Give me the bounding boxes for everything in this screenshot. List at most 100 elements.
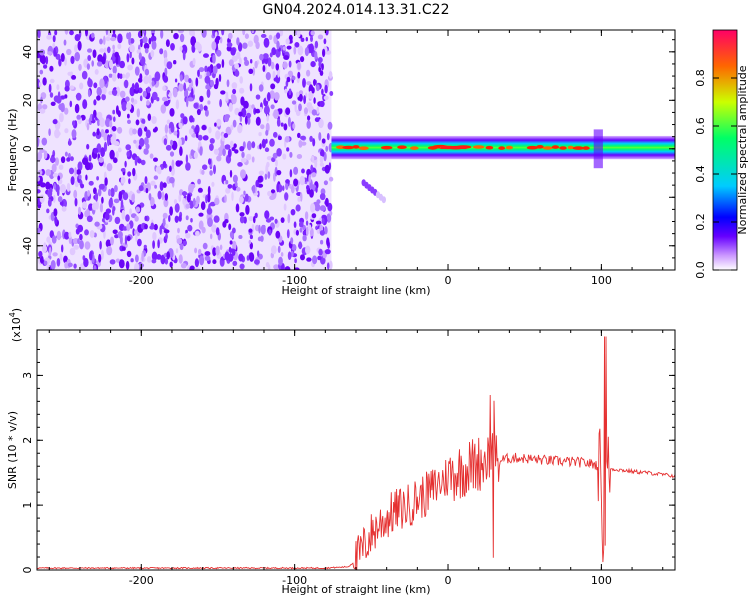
- noise-blob: [120, 168, 126, 172]
- noise-blob: [199, 255, 205, 266]
- noise-blob: [98, 253, 102, 263]
- noise-blob: [120, 176, 126, 184]
- noise-blob: [246, 255, 250, 261]
- noise-blob: [216, 63, 222, 69]
- noise-blob: [109, 59, 113, 69]
- noise-blob: [139, 137, 145, 147]
- noise-blob: [207, 217, 213, 228]
- noise-blob: [304, 211, 309, 221]
- noise-blob: [99, 38, 103, 45]
- noise-blob: [244, 33, 249, 39]
- noise-blob: [122, 73, 126, 79]
- noise-blob: [46, 236, 51, 243]
- noise-blob: [239, 215, 245, 224]
- noise-blob: [319, 100, 325, 108]
- noise-blob: [269, 52, 273, 58]
- noise-blob: [257, 175, 263, 183]
- noise-blob: [98, 183, 105, 190]
- noise-blob: [131, 57, 135, 65]
- noise-blob: [137, 158, 142, 164]
- noise-blob: [174, 215, 179, 223]
- noise-blob: [232, 240, 237, 251]
- noise-blob: [41, 137, 48, 146]
- noise-blob: [317, 34, 324, 40]
- noise-blob: [178, 193, 182, 202]
- noise-blob: [224, 144, 231, 150]
- noise-blob: [126, 235, 131, 242]
- noise-blob: [130, 97, 135, 103]
- band-spike: [593, 129, 603, 169]
- noise-blob: [41, 54, 46, 65]
- noise-blob: [243, 100, 249, 109]
- noise-blob: [291, 244, 297, 251]
- noise-blob: [267, 57, 272, 67]
- noise-blob: [60, 102, 65, 113]
- noise-blob: [129, 192, 132, 197]
- noise-blob: [211, 224, 217, 233]
- noise-blob: [211, 181, 215, 187]
- noise-blob: [151, 30, 156, 34]
- noise-blob: [329, 260, 333, 270]
- noise-blob: [284, 88, 288, 94]
- noise-blob: [37, 30, 41, 39]
- noise-blob: [295, 229, 299, 236]
- noise-blob: [101, 196, 104, 204]
- noise-blob: [225, 91, 229, 102]
- noise-blob: [169, 165, 172, 172]
- noise-blob: [203, 53, 209, 58]
- noise-blob: [293, 178, 299, 187]
- noise-blob: [325, 197, 329, 207]
- noise-blob: [134, 215, 139, 222]
- noise-blob: [295, 204, 301, 212]
- noise-blob: [299, 175, 305, 186]
- noise-blob: [318, 248, 323, 256]
- noise-blob: [232, 174, 238, 183]
- noise-blob: [43, 260, 48, 266]
- noise-blob: [260, 235, 264, 242]
- noise-blob: [316, 199, 321, 205]
- noise-blob: [289, 151, 293, 158]
- noise-blob: [266, 114, 270, 122]
- noise-blob: [128, 178, 131, 185]
- noise-blob: [96, 176, 99, 181]
- noise-blob: [94, 221, 100, 227]
- noise-blob: [173, 60, 177, 65]
- noise-blob: [159, 225, 162, 235]
- noise-blob: [85, 30, 88, 37]
- noise-blob: [150, 50, 155, 58]
- noise-blob: [314, 117, 320, 123]
- noise-blob: [71, 129, 77, 139]
- noise-blob: [64, 85, 70, 92]
- noise-blob: [251, 30, 255, 34]
- noise-blob: [89, 251, 93, 261]
- noise-blob: [169, 176, 175, 184]
- noise-blob: [199, 103, 204, 112]
- noise-blob: [259, 106, 263, 112]
- noise-blob: [306, 69, 311, 77]
- noise-blob: [37, 169, 43, 176]
- noise-blob: [50, 101, 56, 107]
- noise-blob: [267, 171, 271, 179]
- noise-blob: [169, 108, 175, 117]
- noise-blob: [52, 35, 56, 43]
- noise-blob: [275, 230, 281, 239]
- snr-scale-label: (x104): [8, 308, 23, 342]
- noise-blob: [126, 53, 130, 63]
- noise-blob: [180, 263, 187, 269]
- noise-blob: [208, 158, 212, 165]
- noise-blob: [312, 255, 318, 265]
- noise-blob: [52, 119, 58, 125]
- noise-blob: [302, 230, 306, 236]
- noise-blob: [266, 156, 273, 161]
- noise-blob: [162, 85, 166, 91]
- noise-blob: [235, 203, 240, 213]
- noise-blob: [236, 51, 241, 60]
- noise-blob: [163, 100, 170, 107]
- noise-blob: [182, 50, 186, 61]
- noise-blob: [224, 114, 231, 119]
- band-hotspot: [498, 146, 506, 150]
- noise-blob: [250, 59, 253, 64]
- noise-blob: [197, 134, 203, 141]
